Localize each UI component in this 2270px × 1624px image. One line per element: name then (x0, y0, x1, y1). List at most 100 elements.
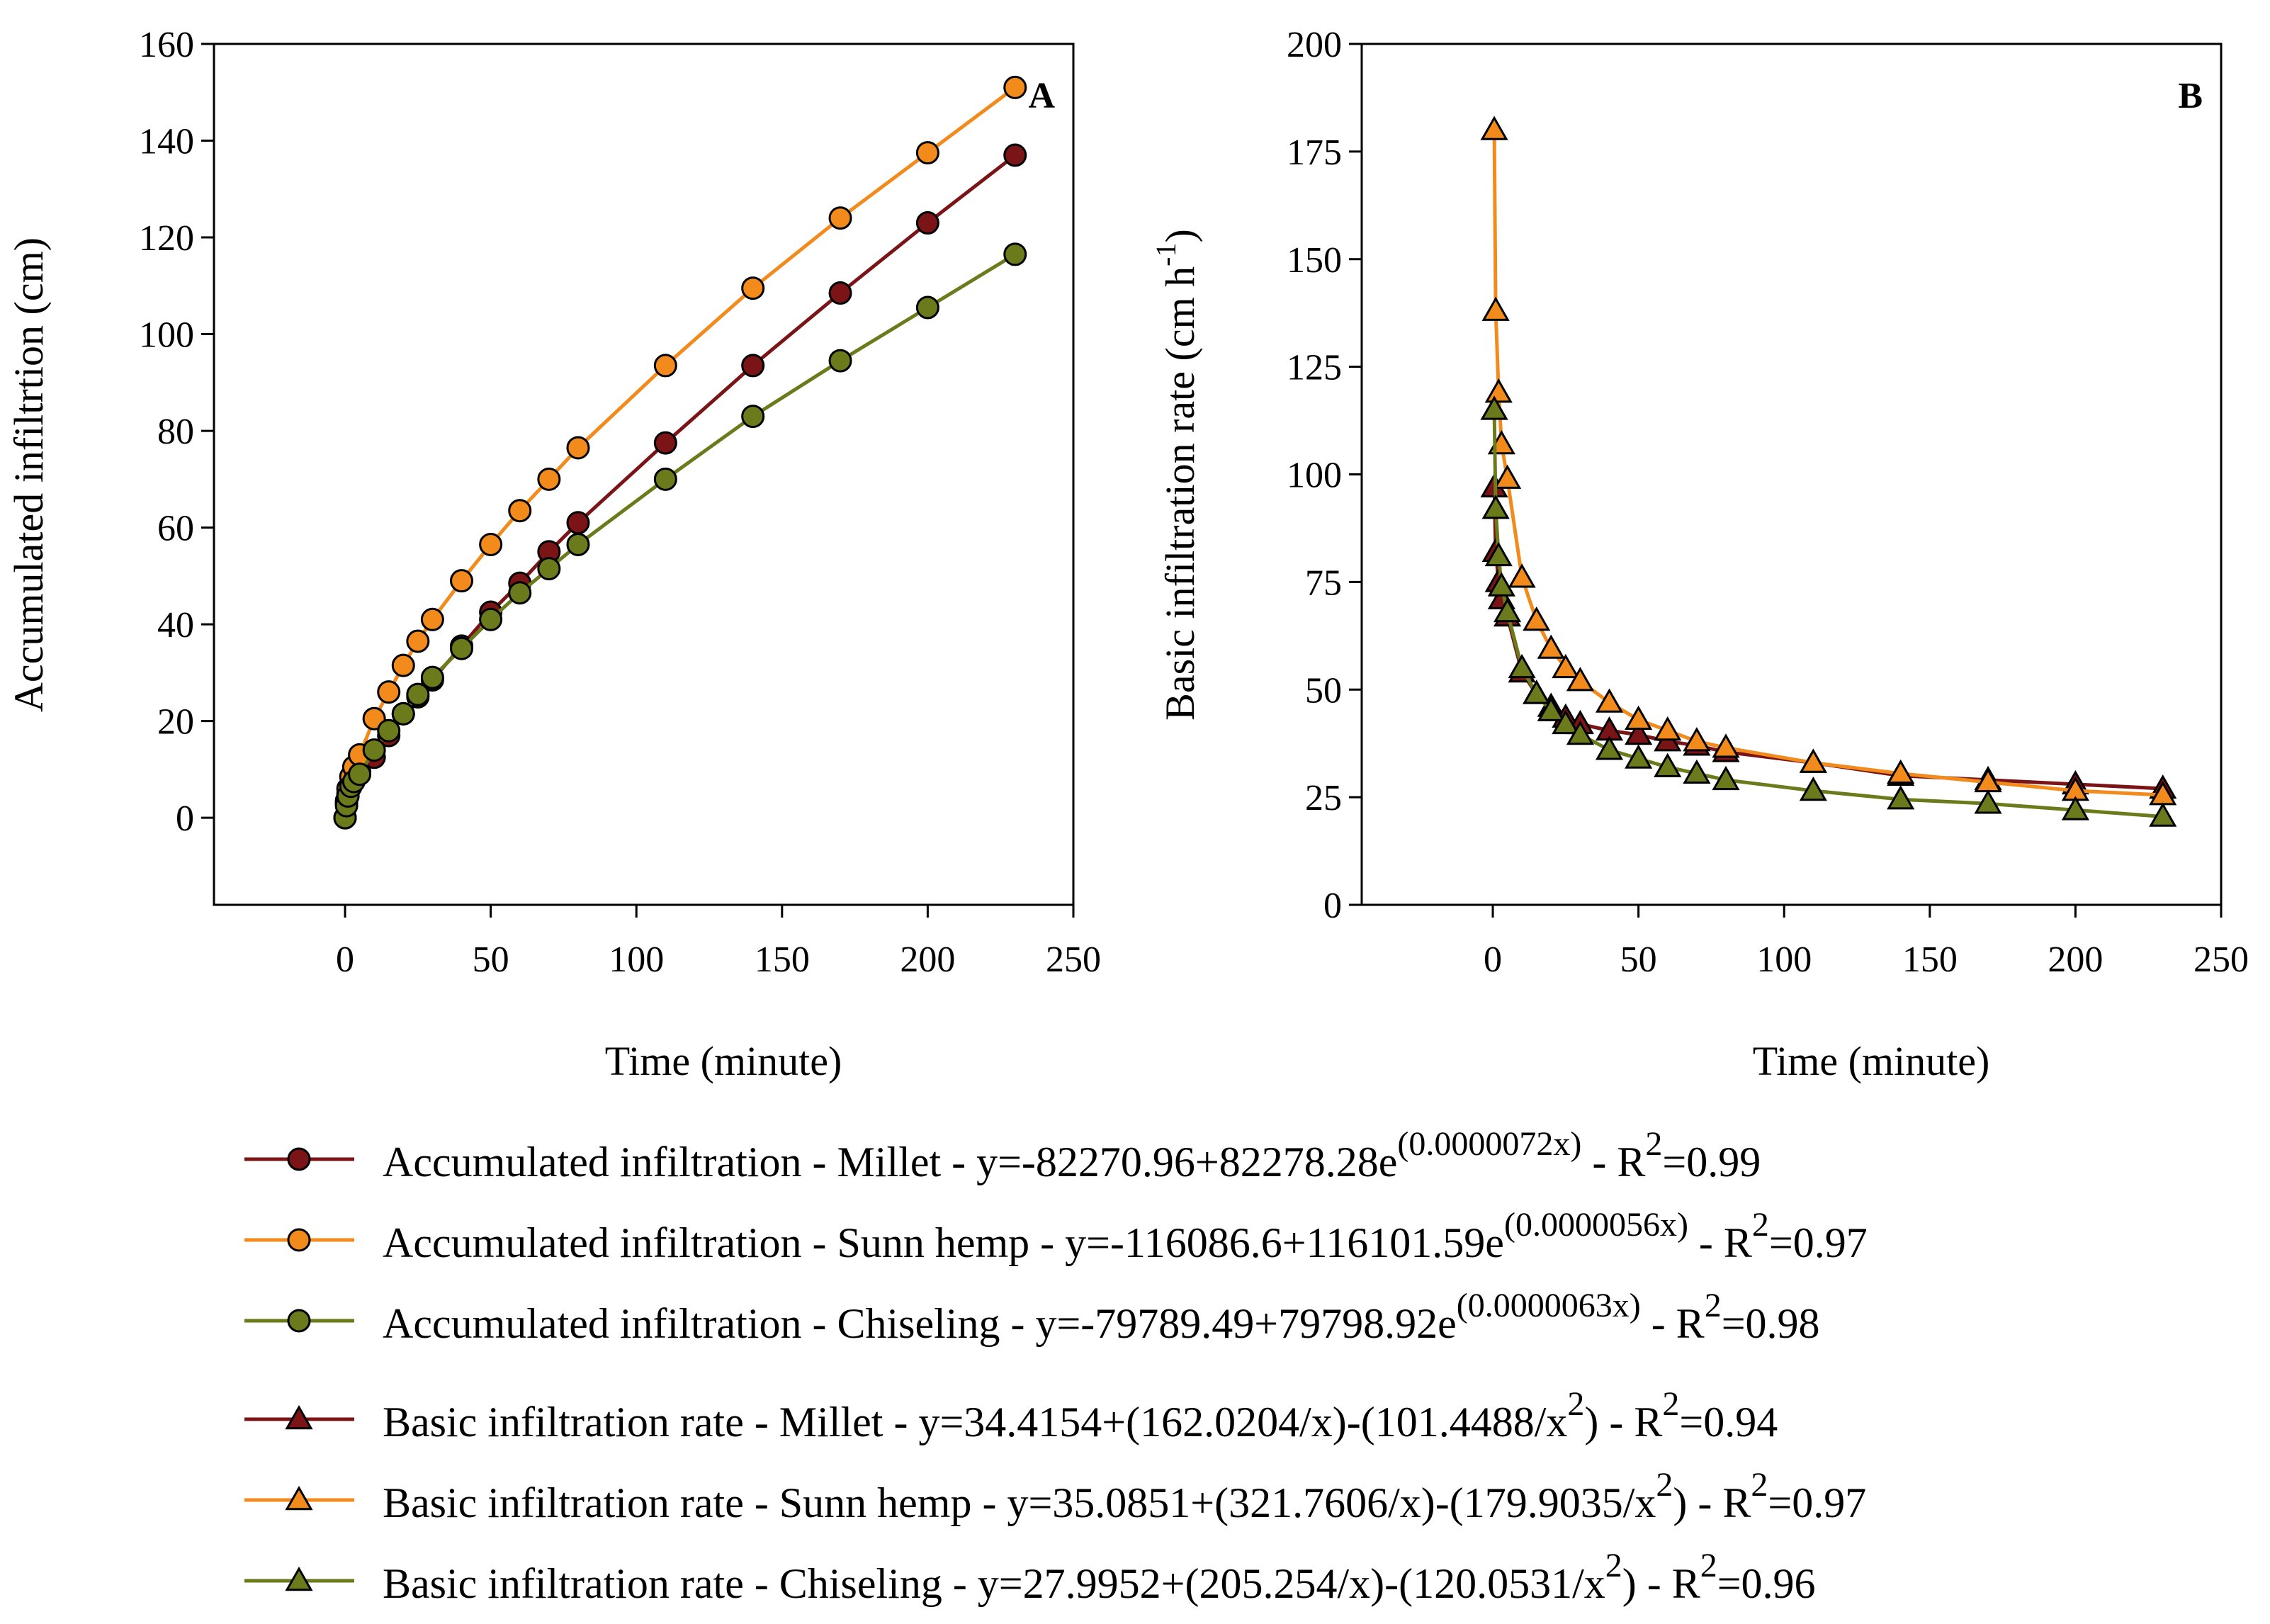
data-point (1480, 395, 1508, 420)
data-point (653, 467, 677, 491)
legend-entry: Accumulated infiltration - Millet - y=-8… (244, 1125, 1761, 1185)
data-point (828, 281, 852, 305)
data-point (1654, 716, 1682, 741)
legend-entry: Basic infiltration rate - Chiseling - y=… (244, 1547, 1816, 1607)
data-point (653, 354, 677, 378)
y-tick-label: 40 (157, 605, 194, 645)
data-point (1887, 759, 1915, 784)
data-point (566, 532, 590, 556)
legend-entry: Basic infiltration rate - Millet - y=34.… (244, 1385, 1778, 1445)
data-point (2061, 796, 2089, 821)
data-point (2149, 802, 2177, 827)
data-point (1493, 597, 1522, 623)
series-line-1 (343, 86, 1017, 818)
data-point (1523, 607, 1551, 631)
legend-entry: Accumulated infiltration - Chiseling - y… (244, 1287, 1820, 1347)
y-tick-label: 50 (1305, 670, 1342, 711)
data-point (1887, 785, 1915, 810)
data-point (1537, 634, 1565, 659)
data-point (741, 354, 765, 378)
y-tick-label: 100 (139, 315, 194, 356)
x-tick-label: 150 (1902, 940, 1958, 980)
y-tick-label: 75 (1305, 563, 1342, 603)
data-point (566, 511, 590, 535)
data-point (406, 682, 430, 706)
y-tick-label: 0 (176, 799, 194, 839)
legend: Accumulated infiltration - Millet - y=-8… (244, 1125, 1868, 1607)
legend-label: Basic infiltration rate - Sunn hemp - y=… (383, 1466, 1866, 1526)
series-line-1 (1492, 130, 2163, 797)
data-point (1654, 752, 1682, 777)
data-point (653, 431, 677, 455)
data-point (1625, 744, 1653, 769)
data-point (828, 349, 852, 373)
legend-marker-triangle (285, 1485, 313, 1511)
y-tick-label: 60 (157, 509, 194, 549)
data-point (1508, 563, 1536, 588)
x-tick-label: 200 (900, 940, 955, 980)
plot-frame (1360, 43, 2223, 906)
x-axis-label: Time (minute) (1753, 1038, 1990, 1084)
data-point (1566, 721, 1594, 745)
data-point (1683, 727, 1711, 752)
data-point (450, 636, 474, 660)
data-point (1508, 653, 1536, 679)
x-tick-label: 150 (755, 940, 810, 980)
data-point (1799, 776, 1827, 801)
data-point (450, 569, 474, 593)
panel-label: B (2178, 76, 2203, 116)
data-point (566, 436, 590, 460)
y-tick-label: 150 (1287, 240, 1342, 281)
data-point (1003, 75, 1027, 99)
data-point (479, 532, 503, 556)
y-tick-label: 120 (139, 218, 194, 259)
x-tick-label: 0 (1484, 940, 1502, 980)
y-tick-label: 200 (1287, 25, 1342, 65)
y-tick-label: 80 (157, 412, 194, 452)
data-point (1625, 705, 1653, 731)
data-point (377, 680, 401, 704)
data-point (391, 701, 415, 726)
data-point (348, 762, 372, 786)
y-axis-label: Basic infiltration rate (cm h-1) (1150, 229, 1203, 721)
data-point (741, 276, 765, 300)
x-tick-label: 50 (1620, 940, 1657, 980)
y-tick-label: 160 (139, 25, 194, 65)
legend-label: Basic infiltration rate - Millet - y=34.… (383, 1385, 1778, 1445)
data-point (915, 211, 939, 235)
data-point (1974, 789, 2002, 814)
data-point (406, 629, 430, 653)
data-point (508, 581, 532, 605)
panel-b-basic-infiltration-rate: 0 25 50 75 100 125 150 175 200 0 50 100 150 200 250 Tim… (1150, 25, 2249, 1084)
legend-label: Accumulated infiltration - Chiseling - y… (383, 1287, 1820, 1347)
y-tick-label: 20 (157, 702, 194, 743)
data-point (1683, 759, 1711, 784)
panel-label: A (1028, 76, 1055, 116)
legend-marker-triangle (285, 1404, 313, 1430)
data-point (1625, 721, 1653, 745)
data-point (1480, 115, 1508, 140)
x-axis-label: Time (minute) (605, 1038, 842, 1084)
series-line-0 (343, 154, 1017, 818)
y-tick-label: 0 (1323, 886, 1342, 926)
legend-entry: Accumulated infiltration - Sunn hemp - y… (244, 1206, 1868, 1266)
data-point (537, 557, 561, 581)
series-line-2 (1492, 410, 2163, 818)
data-point (1552, 709, 1580, 735)
data-point (479, 607, 503, 631)
y-tick-label: 175 (1287, 132, 1342, 173)
data-point (1566, 667, 1594, 692)
data-point (537, 467, 561, 491)
data-point (508, 499, 532, 523)
x-tick-label: 50 (473, 940, 509, 980)
x-tick-label: 250 (2193, 940, 2249, 980)
legend-label: Accumulated infiltration - Millet - y=-8… (383, 1125, 1761, 1185)
y-tick-label: 100 (1287, 456, 1342, 496)
data-point (915, 141, 939, 165)
data-point (1481, 296, 1510, 321)
x-tick-label: 250 (1046, 940, 1101, 980)
x-tick-label: 0 (336, 940, 354, 980)
data-point (1537, 697, 1565, 721)
data-point (1493, 464, 1522, 489)
